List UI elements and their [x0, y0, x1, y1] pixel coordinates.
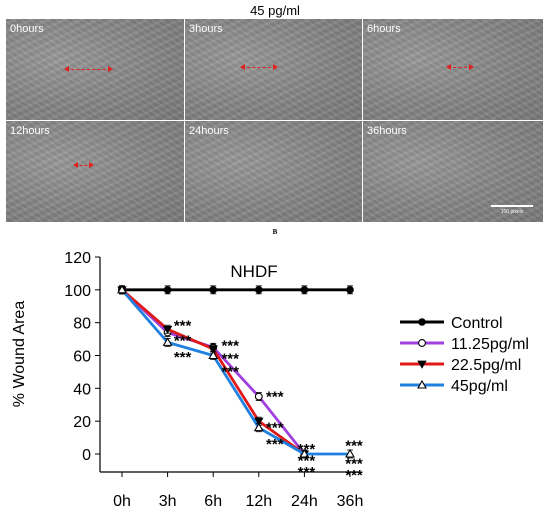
- x-tick-label: 0h: [113, 493, 131, 510]
- micrograph-3hours: 3hours: [185, 19, 362, 120]
- micrograph-label: 0hours: [10, 23, 44, 35]
- data-point-marker: [346, 286, 354, 294]
- significance-annotation: ***: [174, 318, 192, 335]
- data-point-marker: [208, 350, 219, 360]
- data-point-marker: [418, 318, 426, 326]
- significance-annotation: ***: [298, 464, 316, 481]
- significance-annotation: ***: [345, 456, 363, 473]
- legend-label: 45pg/ml: [451, 378, 508, 395]
- series-3: [117, 284, 355, 459]
- wound-width-arrow: [240, 64, 278, 70]
- y-tick-label: 80: [73, 316, 91, 333]
- significance-annotation: ***: [221, 364, 239, 381]
- y-tick-label: 20: [73, 414, 91, 431]
- significance-annotation: ***: [298, 441, 316, 458]
- x-tick-label: 3h: [159, 493, 177, 510]
- wound-width-arrow: [64, 66, 113, 72]
- data-point-marker: [417, 360, 427, 369]
- data-point-marker: [162, 325, 173, 335]
- y-tick-label: 120: [64, 250, 91, 267]
- data-point-marker: [254, 286, 263, 294]
- significance-annotation: ***: [345, 467, 363, 484]
- x-tick-label: 12h: [245, 493, 272, 510]
- panel-b-label: B: [272, 228, 278, 236]
- scale-bar-label: 100 pixels: [500, 209, 524, 215]
- legend-label: 22.5pg/ml: [451, 357, 521, 374]
- significance-annotation: ***: [266, 388, 284, 405]
- data-point-marker: [418, 339, 426, 347]
- micrograph-label: 6hours: [367, 23, 401, 35]
- data-point-marker: [253, 422, 264, 432]
- data-point-marker: [299, 448, 310, 458]
- significance-annotation: ***: [174, 332, 192, 349]
- x-tick-label: 24h: [291, 493, 318, 510]
- micrograph-36hours: 36hours 100 pixels: [363, 121, 543, 222]
- significance-annotation: ***: [221, 337, 239, 354]
- chart-title: NHDF: [230, 262, 277, 281]
- data-point-marker: [254, 392, 263, 401]
- micrograph-label: 24hours: [189, 125, 229, 137]
- data-point-marker: [300, 286, 309, 294]
- micrograph-6hours: 6hours: [363, 19, 543, 120]
- legend-label: 11.25pg/ml: [451, 336, 529, 353]
- y-tick-label: 60: [73, 349, 91, 366]
- wound-width-arrow: [446, 64, 474, 70]
- series-0: [118, 285, 354, 295]
- scale-bar-line: [491, 205, 533, 207]
- y-tick-label: 0: [82, 447, 91, 464]
- y-axis-label: % Wound Area: [11, 301, 28, 408]
- micrograph-label: 12hours: [10, 125, 50, 137]
- legend-label: Control: [451, 315, 503, 332]
- data-point-marker: [208, 345, 218, 354]
- significance-annotation: ***: [266, 436, 284, 453]
- y-tick-label: 40: [73, 381, 91, 398]
- micrograph-24hours: 24hours: [185, 121, 362, 222]
- significance-annotation: ***: [298, 452, 316, 469]
- wound-width-arrow: [73, 162, 94, 168]
- series-line: [120, 288, 350, 456]
- data-point-marker: [162, 337, 173, 346]
- data-point-marker: [209, 286, 218, 294]
- significance-annotation: ***: [174, 349, 192, 366]
- data-point-marker: [254, 417, 264, 426]
- x-tick-label: 6h: [204, 493, 222, 510]
- significance-annotation: ***: [221, 351, 239, 368]
- micrograph-grid: 0hours 3hours 6hours 12hours 24hours 36h…: [6, 19, 543, 222]
- micrograph-label: 36hours: [367, 125, 407, 137]
- micrograph-label: 3hours: [189, 23, 223, 35]
- significance-annotation: ***: [345, 438, 363, 455]
- significance-annotation: ***: [266, 419, 284, 436]
- x-tick-label: 36h: [337, 493, 364, 510]
- micrograph-0hours: 0hours: [6, 19, 184, 120]
- data-point-marker: [163, 286, 172, 294]
- scale-bar: 100 pixels: [491, 205, 533, 215]
- data-point-marker: [417, 379, 427, 389]
- micrograph-12hours: 12hours: [6, 121, 184, 222]
- data-point-marker: [117, 284, 127, 294]
- data-point-marker: [345, 448, 355, 458]
- figure-title: 45 pg/ml: [250, 3, 300, 18]
- y-tick-label: 100: [64, 283, 91, 300]
